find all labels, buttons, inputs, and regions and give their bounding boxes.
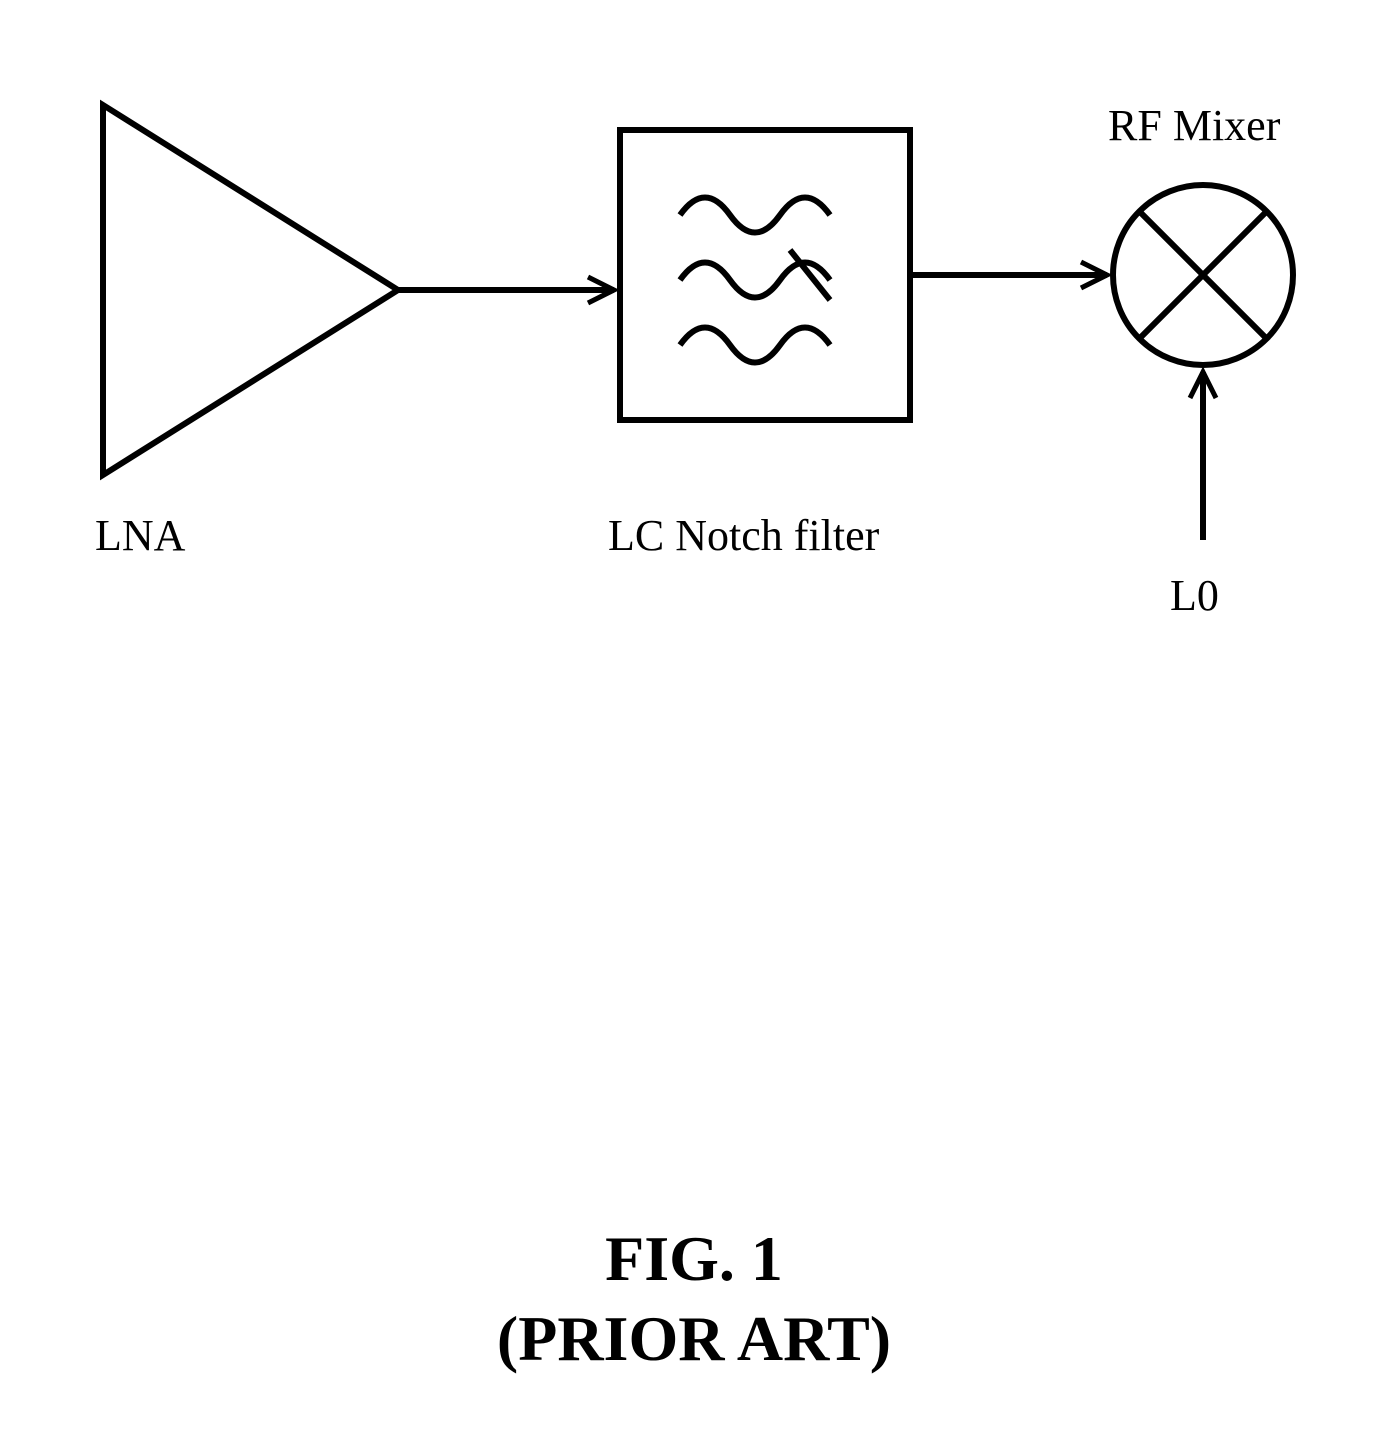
figure-caption-line1: FIG. 1: [605, 1223, 783, 1294]
filter-label: LC Notch filter: [608, 511, 880, 560]
figure-caption-line2: (PRIOR ART): [497, 1303, 891, 1374]
lna-label: LNA: [95, 511, 186, 560]
lo-arrow: [1190, 372, 1216, 540]
diagram-canvas: LNA LC Notch filter RF Mixer L0 FIG. 1 (…: [0, 0, 1389, 1455]
lo-label: L0: [1170, 571, 1219, 620]
filter-block: [620, 130, 910, 420]
lna-block: [103, 105, 398, 475]
wire-filter-to-mixer: [910, 262, 1107, 288]
filter-icon: [680, 198, 830, 363]
wire-lna-to-filter: [398, 277, 614, 303]
mixer-label: RF Mixer: [1108, 101, 1281, 150]
diagram-svg: LNA LC Notch filter RF Mixer L0 FIG. 1 (…: [0, 0, 1389, 1455]
